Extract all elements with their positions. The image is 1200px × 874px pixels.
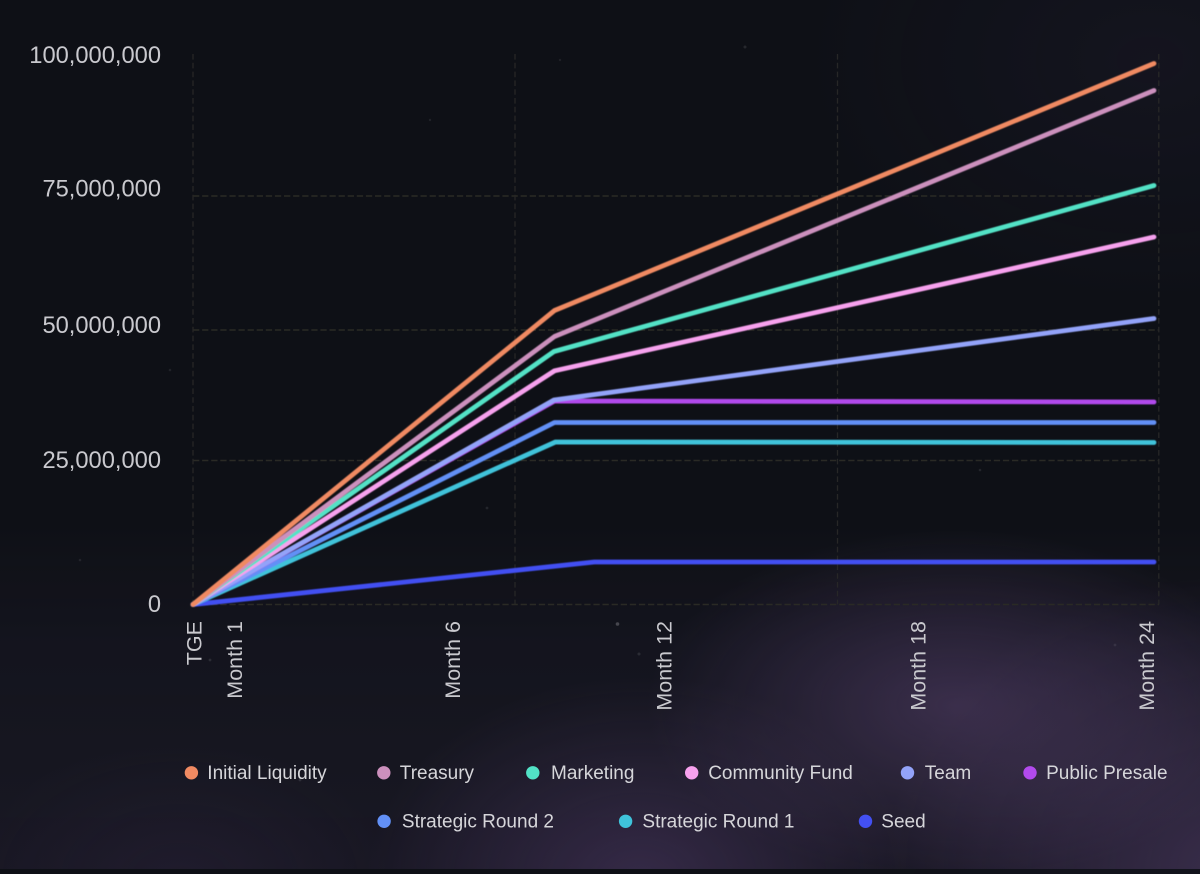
svg-text:50,000,000: 50,000,000 [42,313,161,339]
svg-text:25,000,000: 25,000,000 [42,448,161,474]
svg-text:Month 12: Month 12 [653,621,677,711]
svg-text:Month 6: Month 6 [441,621,465,699]
svg-text:Month 18: Month 18 [907,621,931,711]
svg-text:Month 1: Month 1 [223,621,247,699]
svg-text:TGE: TGE [183,621,207,665]
svg-text:Initial Liquidity: Initial Liquidity [207,763,327,784]
svg-text:100,000,000: 100,000,000 [29,43,161,69]
svg-text:Seed: Seed [881,812,925,833]
svg-text:Community Fund: Community Fund [708,763,853,784]
svg-text:Treasury: Treasury [400,763,475,784]
svg-text:75,000,000: 75,000,000 [42,177,161,203]
svg-text:Strategic Round 1: Strategic Round 1 [642,812,794,833]
svg-text:Marketing: Marketing [551,763,634,784]
svg-text:Month 24: Month 24 [1135,621,1159,711]
svg-text:Strategic Round 2: Strategic Round 2 [402,812,554,833]
svg-text:Team: Team [925,763,971,784]
svg-text:Public Presale: Public Presale [1046,763,1167,784]
svg-text:0: 0 [148,592,161,618]
